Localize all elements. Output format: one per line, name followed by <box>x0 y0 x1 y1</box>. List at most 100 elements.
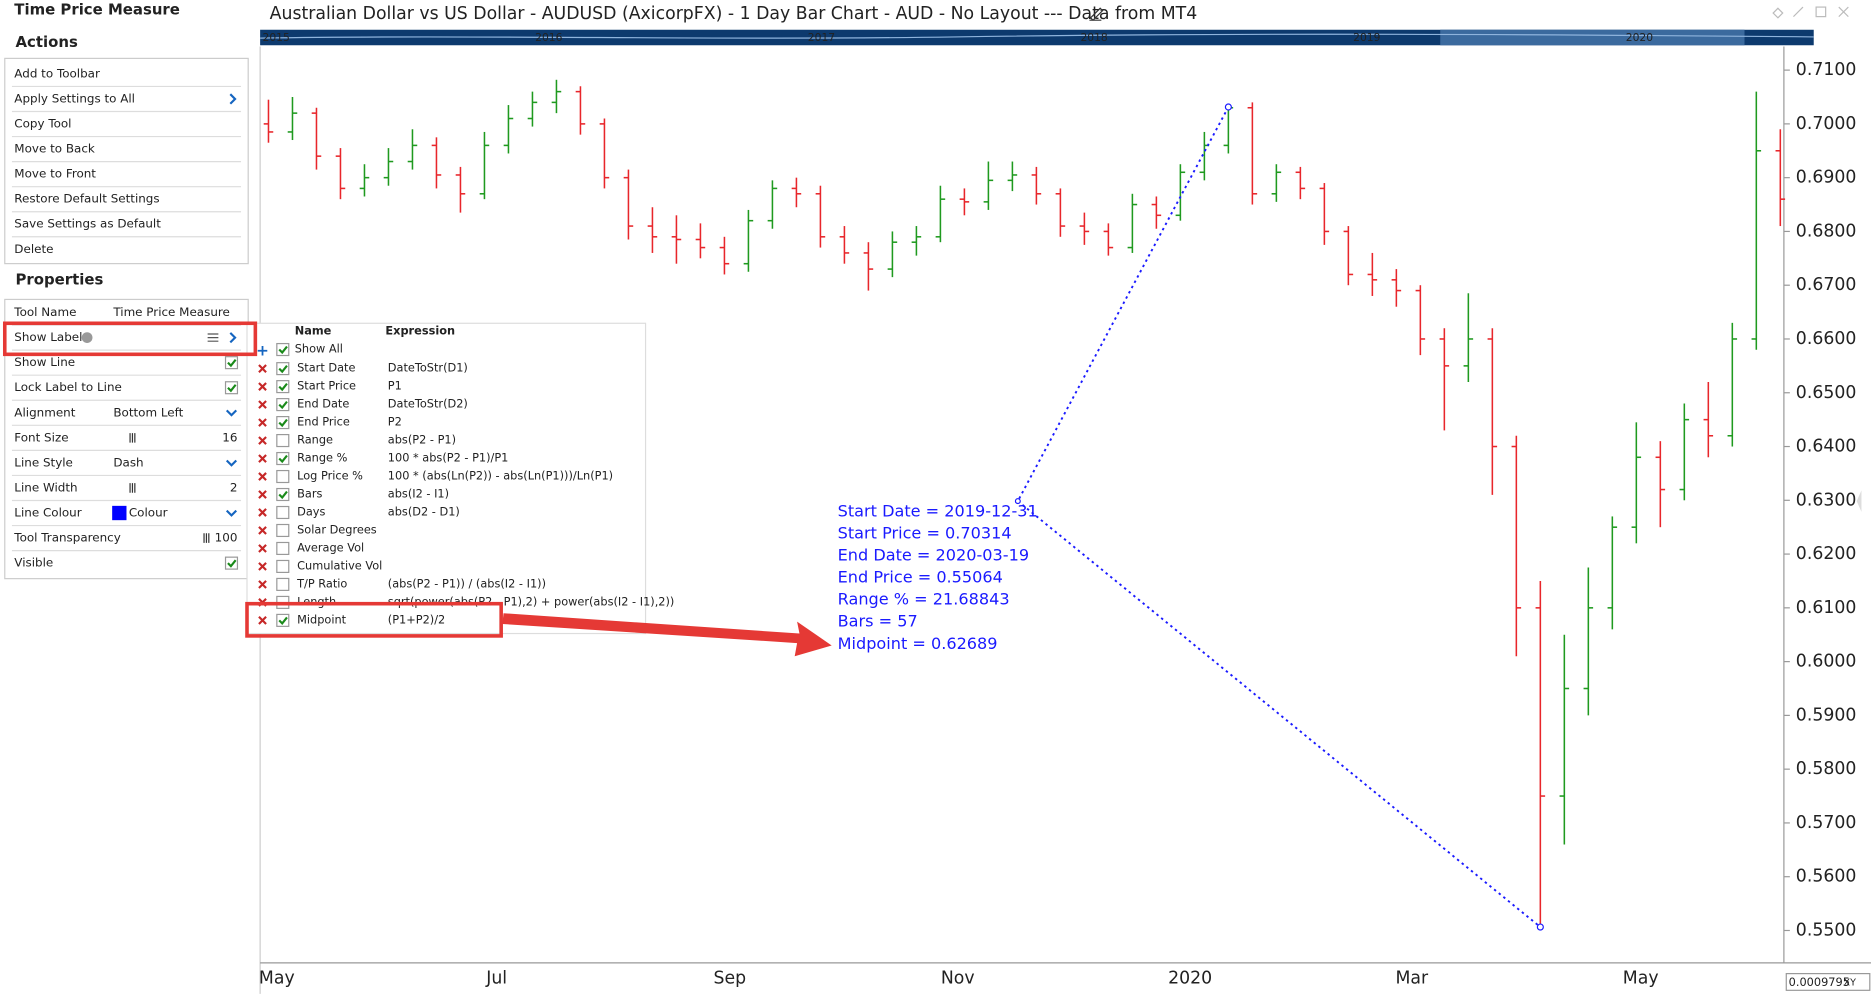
remove-icon[interactable] <box>258 544 267 553</box>
remove-icon[interactable] <box>258 454 267 463</box>
highlight-midpoint <box>245 601 503 638</box>
action-item[interactable]: Save Settings as Default <box>14 217 161 231</box>
y-tick-label: 0.5800 <box>1796 759 1857 779</box>
action-item[interactable]: Add to Toolbar <box>14 66 100 80</box>
list-icon[interactable] <box>207 333 219 342</box>
checkmark <box>278 400 288 410</box>
checkbox[interactable] <box>276 469 290 484</box>
action-item[interactable]: Restore Default Settings <box>14 192 159 206</box>
remove-icon[interactable] <box>258 436 267 445</box>
labels-table: Name Expression Show All Start Date DateToSt… <box>257 324 675 627</box>
add-icon[interactable] <box>257 345 268 356</box>
chevron[interactable] <box>229 93 237 105</box>
y-tick-label: 0.6800 <box>1796 221 1857 241</box>
property-value[interactable]: Colour <box>129 506 168 520</box>
chevron[interactable] <box>229 332 237 344</box>
remove-icon[interactable] <box>258 508 267 517</box>
colour-swatch[interactable] <box>112 505 127 521</box>
navigator-year: 2019 <box>1353 31 1380 44</box>
checkbox[interactable] <box>276 505 290 520</box>
edit-icon[interactable] <box>1089 7 1104 22</box>
checkbox[interactable] <box>224 381 239 395</box>
panel-content: Add to Toolbar Apply Settings to All Copy … <box>11 66 242 570</box>
property-value[interactable]: 2 <box>230 480 238 494</box>
measure-start[interactable] <box>1224 103 1232 111</box>
measure-anchor[interactable] <box>1014 498 1021 505</box>
checkbox[interactable] <box>276 398 290 412</box>
property-label: Alignment <box>14 405 75 419</box>
dropdown-icon[interactable] <box>225 509 238 517</box>
action-item[interactable]: Move to Back <box>14 142 95 156</box>
y-tick-label: 0.6700 <box>1796 275 1857 295</box>
checkbox[interactable] <box>276 380 290 394</box>
label-name: Start Date <box>297 361 355 375</box>
y-tick-label: 0.5500 <box>1796 920 1857 940</box>
checkbox[interactable] <box>276 487 290 502</box>
action-item[interactable]: Apply Settings to All <box>14 91 135 105</box>
checkbox[interactable] <box>276 451 290 466</box>
remove-icon[interactable] <box>258 382 267 391</box>
navigator-window[interactable] <box>1440 29 1745 46</box>
label-name: T/P Ratio <box>296 576 347 590</box>
measure-end[interactable] <box>1536 923 1544 931</box>
table-header: Name <box>295 324 332 338</box>
dropdown-icon[interactable] <box>225 409 238 417</box>
measure-line <box>1017 500 1541 928</box>
label-name: Start Price <box>297 379 356 393</box>
checkbox[interactable] <box>276 559 290 573</box>
label-expression: P2 <box>388 415 402 429</box>
checkbox[interactable] <box>276 342 290 357</box>
checkbox[interactable] <box>276 416 290 430</box>
readout-box <box>1785 973 1871 991</box>
label-expression: sqrt(power(abs(P2 - P1),2) + power(abs(I… <box>388 594 675 608</box>
property-value[interactable]: Dash <box>113 455 143 469</box>
remove-icon[interactable] <box>258 526 267 535</box>
navigator[interactable] <box>260 29 1814 46</box>
label-name: Cumulative Vol <box>297 558 382 572</box>
checkbox[interactable] <box>276 523 290 538</box>
navigator-year: 2018 <box>1080 31 1107 44</box>
label-name: Log Price % <box>297 469 363 483</box>
property-value[interactable]: 100 <box>215 531 238 545</box>
remove-icon[interactable] <box>258 364 267 373</box>
checkbox[interactable] <box>276 577 290 591</box>
dropdown-icon[interactable] <box>225 459 238 467</box>
readout-mode[interactable]: XY <box>1844 978 1857 989</box>
remove-icon[interactable] <box>258 400 267 409</box>
navigator-line <box>260 33 1814 39</box>
property-value[interactable]: Bottom Left <box>113 405 183 419</box>
property-label: Show Line <box>14 355 75 369</box>
remove-icon[interactable] <box>258 490 267 499</box>
property-value[interactable]: Time Price Measure <box>112 305 230 319</box>
labels-popup <box>246 322 647 635</box>
property-value[interactable]: 16 <box>222 430 237 444</box>
measure-text: Midpoint = 0.62689 <box>838 634 998 653</box>
action-item[interactable]: Move to Front <box>14 167 96 181</box>
y-tick-label: 0.6100 <box>1796 598 1857 618</box>
checkbox[interactable] <box>276 433 290 448</box>
y-tick-label: 0.5900 <box>1796 705 1857 725</box>
info-icon <box>81 332 93 343</box>
action-item[interactable]: Delete <box>14 242 53 256</box>
measure-text: Start Date = 2019-12-31 <box>838 501 1038 520</box>
remove-icon[interactable] <box>258 616 267 625</box>
remove-icon[interactable] <box>258 418 267 427</box>
checkmark <box>278 490 288 500</box>
callout-arrow <box>502 613 832 657</box>
checkbox[interactable] <box>224 356 239 370</box>
y-tick-label: 0.6400 <box>1796 437 1857 457</box>
checkbox[interactable] <box>276 613 290 627</box>
window-icons <box>1772 6 1849 19</box>
checkbox[interactable] <box>276 541 290 556</box>
checkmark <box>278 382 288 392</box>
remove-icon[interactable] <box>258 562 267 571</box>
action-item[interactable]: Copy Tool <box>14 117 71 131</box>
checkbox[interactable] <box>224 556 239 570</box>
checkmark <box>227 359 237 368</box>
remove-icon[interactable] <box>258 472 267 481</box>
properties-heading: Properties <box>16 270 104 288</box>
checkbox[interactable] <box>276 362 290 376</box>
y-tick-label: 0.6000 <box>1796 652 1857 672</box>
remove-icon[interactable] <box>258 580 267 589</box>
side-tab[interactable] <box>1856 490 1862 512</box>
